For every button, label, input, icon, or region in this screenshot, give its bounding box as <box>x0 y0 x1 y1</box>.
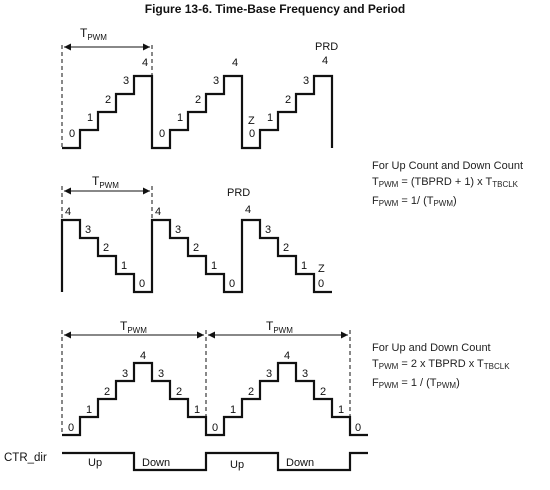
updown-step-label: 1 <box>338 404 344 416</box>
ctr-dir-up-label: Up <box>88 457 102 469</box>
up-step-label: 3 <box>213 75 219 87</box>
updown-step-label: 1 <box>230 404 236 416</box>
up-step-label: 2 <box>195 94 201 106</box>
up-down-count-waveform: TPWM TPWM 0 1 2 3 4 3 2 1 0 1 2 3 4 3 2 … <box>61 319 368 437</box>
up-period-label: TPWM <box>80 26 107 42</box>
formula-period-line: TPWM = (TBPRD + 1) x TTBCLK <box>372 176 519 189</box>
updown-step-label: 4 <box>140 350 146 362</box>
down-step-label: 4 <box>65 206 71 218</box>
up-step-label: 3 <box>123 75 129 87</box>
updown-step-label: 3 <box>302 368 308 380</box>
updown-step-label: 0 <box>355 422 361 434</box>
formula-heading: For Up Count and Down Count <box>372 160 524 172</box>
up-count-waveform: TPWM 0 1 2 3 4 0 1 2 3 4 Z 0 1 2 3 PRD 4 <box>61 26 338 150</box>
up-step-label: 4 <box>322 55 328 67</box>
up-step-label: 4 <box>142 57 148 69</box>
down-count-trace <box>60 218 332 294</box>
updown-step-label: 2 <box>320 386 326 398</box>
down-step-label: 3 <box>265 224 271 236</box>
down-step-label: 2 <box>103 242 109 254</box>
down-step-label: 1 <box>301 260 307 272</box>
down-step-label: 1 <box>121 260 127 272</box>
up-step-label: 1 <box>177 112 183 124</box>
ctr-dir-up-label: Up <box>230 459 244 471</box>
up-step-label: 1 <box>267 112 273 124</box>
formula-period-line: TPWM = 2 x TBPRD x TTBCLK <box>372 358 510 371</box>
up-step-label: 0 <box>69 128 75 140</box>
formula-up-or-down: For Up Count and Down Count TPWM = (TBPR… <box>372 158 523 212</box>
ctr-dir-signal: CTR_dir Up Down Up Down <box>4 451 368 472</box>
updown-step-label: 1 <box>86 404 92 416</box>
ctr-dir-trace <box>62 451 368 472</box>
formula-frequency-line: FPWM = 1 / (TPWM) <box>372 377 460 390</box>
formula-up-and-down: For Up and Down Count TPWM = 2 x TBPRD x… <box>372 340 510 394</box>
down-step-label: 3 <box>85 224 91 236</box>
down-step-label: 0 <box>229 278 235 290</box>
updown-step-label: 0 <box>68 422 74 434</box>
updown-period-label-2: TPWM <box>266 319 293 335</box>
updown-step-label: 2 <box>104 386 110 398</box>
updown-step-label: 3 <box>266 368 272 380</box>
updown-step-label: 3 <box>122 368 128 380</box>
down-step-label: 4 <box>245 204 251 216</box>
up-step-label: 2 <box>105 94 111 106</box>
down-step-label: 3 <box>175 224 181 236</box>
updown-step-label: 0 <box>212 422 218 434</box>
formula-heading: For Up and Down Count <box>372 342 491 354</box>
updown-period-label-1: TPWM <box>120 319 147 335</box>
down-prd-label: PRD <box>227 187 250 199</box>
updown-step-label: 2 <box>248 386 254 398</box>
up-zero-marker: Z <box>248 115 255 127</box>
up-step-label: 4 <box>232 57 238 69</box>
down-step-label: 4 <box>155 206 161 218</box>
ctr-dir-down-label: Down <box>142 457 170 469</box>
down-step-label: 0 <box>318 278 324 290</box>
up-down-count-trace <box>62 361 368 437</box>
down-step-label: 1 <box>211 260 217 272</box>
up-prd-label: PRD <box>315 41 338 53</box>
updown-step-label: 2 <box>176 386 182 398</box>
up-step-label: 3 <box>303 75 309 87</box>
up-step-label: 0 <box>249 128 255 140</box>
up-step-label: 2 <box>285 94 291 106</box>
up-step-label: 0 <box>159 128 165 140</box>
down-zero-marker: Z <box>318 263 325 275</box>
up-step-label: 1 <box>87 112 93 124</box>
down-step-label: 2 <box>283 242 289 254</box>
updown-step-label: 4 <box>284 350 290 362</box>
ctr-dir-label: CTR_dir <box>4 452 47 464</box>
updown-step-label: 3 <box>158 368 164 380</box>
down-count-waveform: TPWM PRD 4 3 2 1 0 4 3 2 1 0 4 3 2 1 Z 0 <box>60 174 332 294</box>
down-step-label: 0 <box>139 278 145 290</box>
figure-title: Figure 13-6. Time-Base Frequency and Per… <box>144 2 406 16</box>
ctr-dir-down-label: Down <box>286 457 314 469</box>
down-period-label: TPWM <box>92 174 119 190</box>
down-step-label: 2 <box>193 242 199 254</box>
formula-frequency-line: FPWM = 1/ (TPWM) <box>372 195 457 208</box>
up-count-trace <box>62 74 334 150</box>
updown-step-label: 1 <box>194 404 200 416</box>
